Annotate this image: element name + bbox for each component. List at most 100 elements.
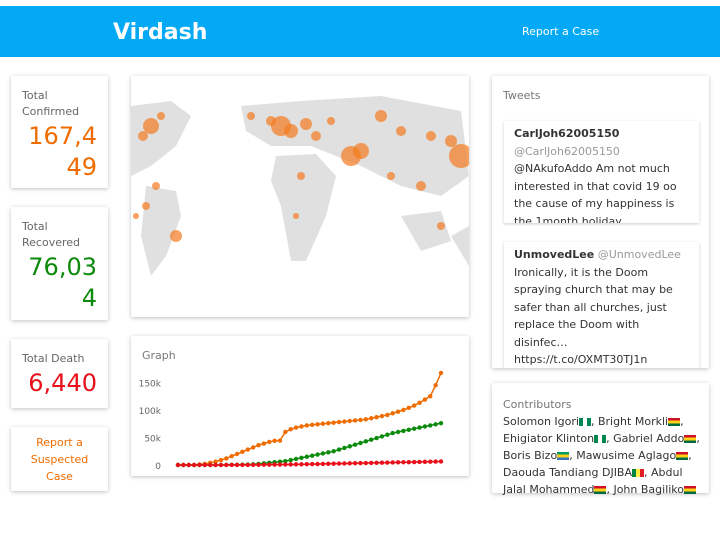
data-point[interactable] bbox=[401, 407, 406, 413]
data-point[interactable] bbox=[411, 459, 417, 465]
data-point[interactable] bbox=[417, 459, 422, 465]
data-point[interactable] bbox=[315, 461, 320, 467]
data-point[interactable] bbox=[422, 397, 428, 402]
data-point[interactable] bbox=[347, 444, 352, 449]
case-bubble[interactable] bbox=[157, 112, 165, 120]
data-point[interactable] bbox=[331, 449, 336, 454]
data-point[interactable] bbox=[283, 429, 288, 435]
data-point[interactable] bbox=[428, 394, 433, 399]
data-point[interactable] bbox=[277, 462, 283, 467]
case-bubble[interactable] bbox=[311, 131, 321, 141]
case-bubble[interactable] bbox=[300, 118, 312, 130]
data-point[interactable] bbox=[390, 430, 395, 436]
case-bubble[interactable] bbox=[396, 126, 406, 136]
data-point[interactable] bbox=[240, 462, 245, 468]
data-point[interactable] bbox=[261, 462, 267, 467]
data-point[interactable] bbox=[250, 445, 256, 450]
data-point[interactable] bbox=[369, 437, 374, 442]
data-point[interactable] bbox=[358, 417, 363, 423]
data-point[interactable] bbox=[218, 457, 224, 463]
data-point[interactable] bbox=[336, 419, 342, 425]
data-point[interactable] bbox=[331, 461, 336, 466]
data-point[interactable] bbox=[385, 432, 390, 437]
data-point[interactable] bbox=[245, 462, 250, 468]
data-point[interactable] bbox=[299, 462, 304, 467]
data-point[interactable] bbox=[422, 459, 428, 465]
report-suspected-case-button[interactable]: Report a Suspected Case bbox=[11, 427, 108, 491]
data-point[interactable] bbox=[342, 461, 347, 466]
data-point[interactable] bbox=[379, 434, 385, 439]
data-point[interactable] bbox=[224, 456, 229, 461]
data-point[interactable] bbox=[304, 462, 310, 467]
data-point[interactable] bbox=[240, 449, 245, 454]
data-point[interactable] bbox=[374, 414, 379, 420]
data-point[interactable] bbox=[288, 427, 293, 432]
case-bubble[interactable] bbox=[387, 172, 395, 180]
tweet-item[interactable]: CarlJoh62005150 @CarlJoh62005150 @NAkufo… bbox=[504, 121, 699, 223]
data-point[interactable] bbox=[417, 425, 422, 430]
data-point[interactable] bbox=[320, 461, 326, 467]
data-point[interactable] bbox=[438, 370, 444, 376]
data-point[interactable] bbox=[417, 400, 422, 406]
data-point[interactable] bbox=[234, 451, 240, 457]
data-point[interactable] bbox=[267, 462, 272, 467]
case-bubble[interactable] bbox=[437, 222, 445, 230]
data-point[interactable] bbox=[390, 460, 395, 465]
data-point[interactable] bbox=[358, 460, 363, 466]
data-point[interactable] bbox=[224, 462, 229, 468]
data-point[interactable] bbox=[401, 460, 406, 465]
data-point[interactable] bbox=[202, 462, 208, 468]
data-point[interactable] bbox=[385, 412, 390, 418]
data-point[interactable] bbox=[428, 423, 433, 428]
data-point[interactable] bbox=[175, 462, 181, 468]
data-point[interactable] bbox=[293, 425, 299, 430]
data-point[interactable] bbox=[229, 454, 234, 459]
data-point[interactable] bbox=[369, 460, 374, 466]
data-point[interactable] bbox=[326, 421, 331, 426]
data-point[interactable] bbox=[352, 461, 358, 466]
data-point[interactable] bbox=[369, 416, 374, 421]
data-point[interactable] bbox=[191, 462, 197, 468]
case-bubble[interactable] bbox=[293, 213, 299, 219]
data-point[interactable] bbox=[438, 420, 444, 426]
case-bubble[interactable] bbox=[266, 116, 276, 126]
data-point[interactable] bbox=[433, 459, 438, 464]
data-point[interactable] bbox=[315, 422, 320, 427]
case-bubble[interactable] bbox=[142, 202, 150, 210]
data-point[interactable] bbox=[422, 424, 428, 429]
data-point[interactable] bbox=[336, 461, 342, 466]
data-point[interactable] bbox=[299, 455, 304, 461]
data-point[interactable] bbox=[309, 422, 315, 428]
data-point[interactable] bbox=[256, 462, 261, 467]
data-point[interactable] bbox=[352, 442, 358, 447]
data-point[interactable] bbox=[272, 462, 277, 467]
line-chart[interactable]: 0 50k 100k 150k bbox=[131, 336, 469, 476]
case-bubble[interactable] bbox=[247, 112, 255, 120]
case-bubble[interactable] bbox=[353, 143, 369, 159]
data-point[interactable] bbox=[411, 403, 417, 408]
data-point[interactable] bbox=[288, 457, 293, 463]
data-point[interactable] bbox=[213, 462, 218, 468]
data-point[interactable] bbox=[299, 424, 304, 429]
data-point[interactable] bbox=[267, 439, 272, 445]
case-bubble[interactable] bbox=[133, 213, 139, 219]
data-point[interactable] bbox=[229, 462, 234, 468]
data-point[interactable] bbox=[326, 450, 331, 455]
data-point[interactable] bbox=[374, 435, 379, 441]
report-case-link[interactable]: Report a Case bbox=[522, 25, 600, 38]
data-point[interactable] bbox=[433, 383, 438, 388]
case-bubble[interactable] bbox=[152, 182, 160, 190]
data-point[interactable] bbox=[283, 462, 288, 467]
case-bubble[interactable] bbox=[416, 181, 426, 191]
case-bubble[interactable] bbox=[297, 172, 305, 180]
data-point[interactable] bbox=[385, 460, 390, 465]
data-point[interactable] bbox=[438, 459, 444, 464]
data-point[interactable] bbox=[395, 460, 401, 465]
case-bubble[interactable] bbox=[445, 135, 457, 147]
data-point[interactable] bbox=[347, 418, 352, 424]
data-point[interactable] bbox=[390, 411, 395, 416]
data-point[interactable] bbox=[406, 405, 411, 410]
data-point[interactable] bbox=[272, 438, 277, 443]
data-point[interactable] bbox=[336, 447, 342, 452]
data-point[interactable] bbox=[293, 456, 299, 462]
